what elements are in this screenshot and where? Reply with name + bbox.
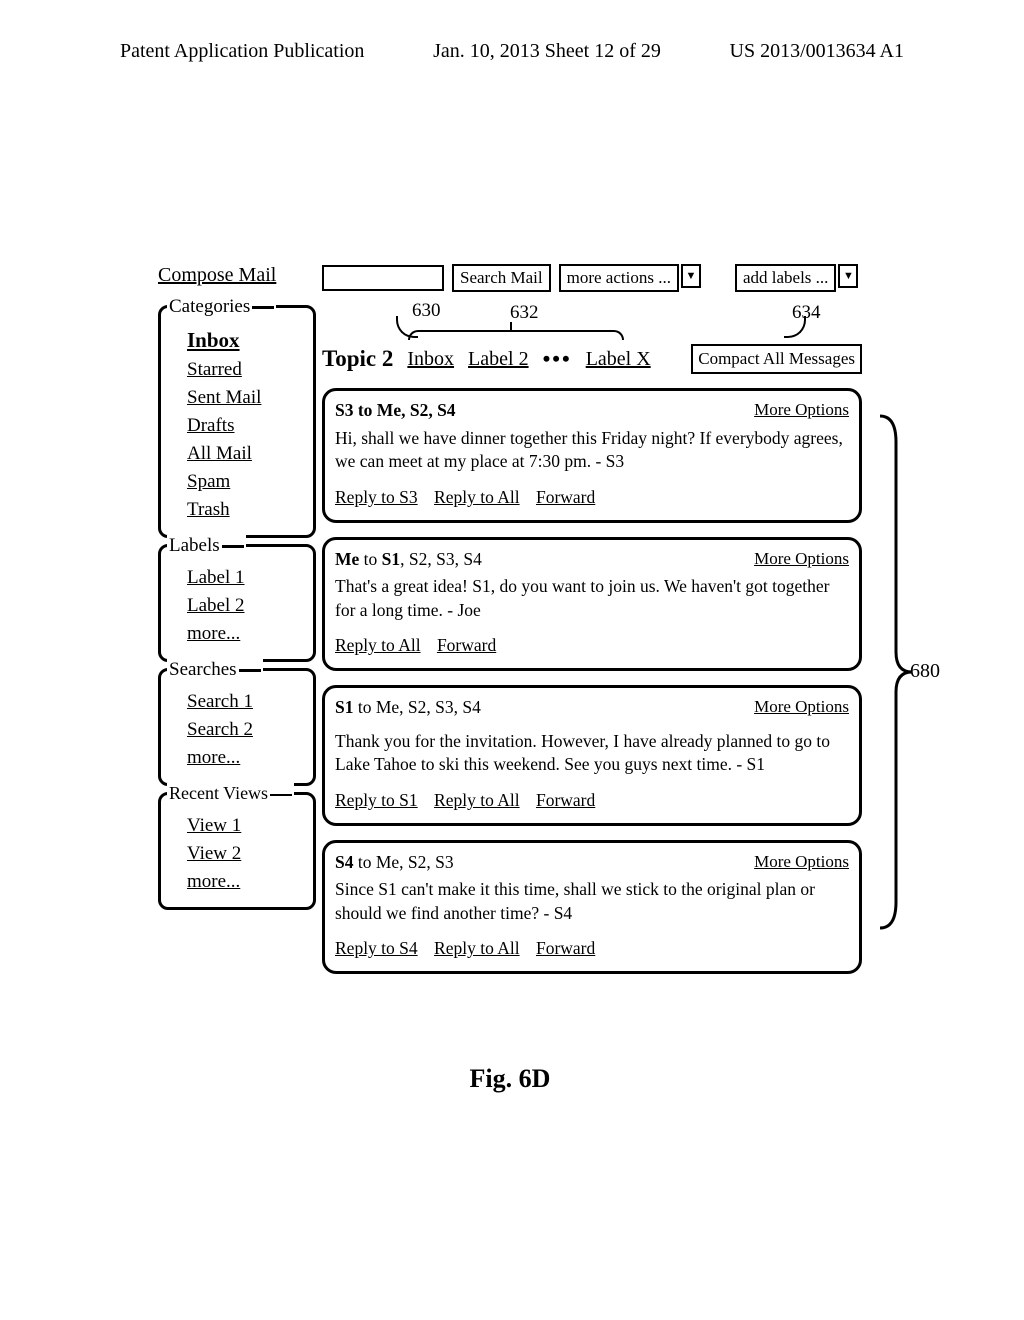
conversation-list: S3 to Me, S2, S4 More Options Hi, shall … bbox=[322, 388, 862, 974]
sidebar-item-view1[interactable]: View 1 bbox=[187, 815, 305, 837]
header-center: Jan. 10, 2013 Sheet 12 of 29 bbox=[433, 40, 661, 63]
message-actions: Reply to S3 Reply to All Forward bbox=[335, 486, 849, 510]
sidebar-item-drafts[interactable]: Drafts bbox=[187, 415, 305, 437]
message-body: Thank you for the invitation. However, I… bbox=[335, 730, 849, 777]
message-body: That's a great idea! S1, do you want to … bbox=[335, 575, 849, 622]
sidebar-item-inbox[interactable]: Inbox bbox=[187, 328, 305, 353]
message-actions: Reply to S4 Reply to All Forward bbox=[335, 937, 849, 961]
ellipsis-icon: ••• bbox=[543, 346, 572, 372]
topic-label-2[interactable]: Label 2 bbox=[468, 348, 529, 371]
message-from: S4 to Me, S2, S3 bbox=[335, 851, 454, 875]
categories-group: Categories Inbox Starred Sent Mail Draft… bbox=[158, 305, 316, 538]
sidebar-item-views-more[interactable]: more... bbox=[187, 871, 305, 893]
sidebar-item-search2[interactable]: Search 2 bbox=[187, 719, 305, 741]
page-header: Patent Application Publication Jan. 10, … bbox=[120, 40, 904, 63]
more-options-link[interactable]: More Options bbox=[754, 548, 849, 572]
reply-link[interactable]: Reply to S3 bbox=[335, 487, 418, 507]
sidebar-item-labels-more[interactable]: more... bbox=[187, 623, 305, 645]
forward-link[interactable]: Forward bbox=[536, 790, 595, 810]
message-card: S4 to Me, S2, S3 More Options Since S1 c… bbox=[322, 840, 862, 975]
message-body: Hi, shall we have dinner together this F… bbox=[335, 427, 849, 474]
more-options-link[interactable]: More Options bbox=[754, 696, 849, 720]
main-area: Search Mail more actions ... ▼ add label… bbox=[322, 264, 862, 988]
sidebar-item-starred[interactable]: Starred bbox=[187, 359, 305, 381]
labels-title: Labels bbox=[167, 535, 246, 557]
topic-label-x[interactable]: Label X bbox=[586, 348, 651, 371]
search-mail-button[interactable]: Search Mail bbox=[452, 264, 551, 292]
topic-title: Topic 2 bbox=[322, 346, 393, 372]
reply-all-link[interactable]: Reply to All bbox=[434, 938, 520, 958]
add-labels-dropdown[interactable]: add labels ... bbox=[735, 264, 836, 292]
diagram-figure: Compose Mail Categories Inbox Starred Se… bbox=[158, 264, 862, 1004]
sidebar-item-searches-more[interactable]: more... bbox=[187, 747, 305, 769]
reply-all-link[interactable]: Reply to All bbox=[434, 790, 520, 810]
message-card: S3 to Me, S2, S4 More Options Hi, shall … bbox=[322, 388, 862, 523]
sidebar: Compose Mail Categories Inbox Starred Se… bbox=[158, 264, 316, 916]
chevron-down-icon[interactable]: ▼ bbox=[838, 264, 858, 288]
searches-group: Searches Search 1 Search 2 more... bbox=[158, 668, 316, 786]
sidebar-item-search1[interactable]: Search 1 bbox=[187, 691, 305, 713]
more-actions-dropdown[interactable]: more actions ... bbox=[559, 264, 679, 292]
reply-all-link[interactable]: Reply to All bbox=[434, 487, 520, 507]
more-options-link[interactable]: More Options bbox=[754, 399, 849, 423]
message-actions: Reply to All Forward bbox=[335, 634, 849, 658]
callout-680: 680 bbox=[910, 660, 940, 683]
header-right: US 2013/0013634 A1 bbox=[730, 40, 904, 63]
forward-link[interactable]: Forward bbox=[536, 938, 595, 958]
sidebar-item-trash[interactable]: Trash bbox=[187, 499, 305, 521]
forward-link[interactable]: Forward bbox=[437, 635, 496, 655]
topic-label-inbox[interactable]: Inbox bbox=[407, 348, 454, 371]
sidebar-item-spam[interactable]: Spam bbox=[187, 471, 305, 493]
searches-title: Searches bbox=[167, 659, 263, 681]
message-actions: Reply to S1 Reply to All Forward bbox=[335, 789, 849, 813]
forward-link[interactable]: Forward bbox=[536, 487, 595, 507]
sidebar-item-allmail[interactable]: All Mail bbox=[187, 443, 305, 465]
toolbar: Search Mail more actions ... ▼ add label… bbox=[322, 264, 862, 292]
callout-632: 632 bbox=[510, 302, 539, 324]
message-card: Me to S1, S2, S3, S4 More Options That's… bbox=[322, 537, 862, 672]
recent-views-title: Recent Views bbox=[167, 783, 294, 804]
message-from: Me to S1, S2, S3, S4 bbox=[335, 548, 482, 572]
search-input[interactable] bbox=[322, 265, 444, 291]
message-from: S3 to Me, S2, S4 bbox=[335, 399, 456, 423]
topic-header: Topic 2 Inbox Label 2 ••• Label X Compac… bbox=[322, 344, 862, 374]
brace-680: 680 bbox=[876, 412, 936, 932]
reply-link[interactable]: Reply to S1 bbox=[335, 790, 418, 810]
sidebar-item-sent[interactable]: Sent Mail bbox=[187, 387, 305, 409]
chevron-down-icon[interactable]: ▼ bbox=[681, 264, 701, 288]
categories-title: Categories bbox=[167, 296, 276, 318]
sidebar-item-label1[interactable]: Label 1 bbox=[187, 567, 305, 589]
recent-views-group: Recent Views View 1 View 2 more... bbox=[158, 792, 316, 910]
reply-link[interactable]: Reply to S4 bbox=[335, 938, 418, 958]
sidebar-item-label2[interactable]: Label 2 bbox=[187, 595, 305, 617]
message-from: S1 to Me, S2, S3, S4 bbox=[335, 696, 481, 720]
reply-all-link[interactable]: Reply to All bbox=[335, 635, 421, 655]
message-body: Since S1 can't make it this time, shall … bbox=[335, 878, 849, 925]
header-left: Patent Application Publication bbox=[120, 40, 364, 63]
sidebar-item-view2[interactable]: View 2 bbox=[187, 843, 305, 865]
more-options-link[interactable]: More Options bbox=[754, 851, 849, 875]
callout-row: 630 632 634 bbox=[322, 302, 862, 342]
message-card: S1 to Me, S2, S3, S4 More Options Thank … bbox=[322, 685, 862, 826]
compose-mail-link[interactable]: Compose Mail bbox=[158, 264, 316, 287]
figure-label: Fig. 6D bbox=[158, 1064, 862, 1094]
labels-group: Labels Label 1 Label 2 more... bbox=[158, 544, 316, 662]
compact-all-button[interactable]: Compact All Messages bbox=[691, 344, 862, 374]
